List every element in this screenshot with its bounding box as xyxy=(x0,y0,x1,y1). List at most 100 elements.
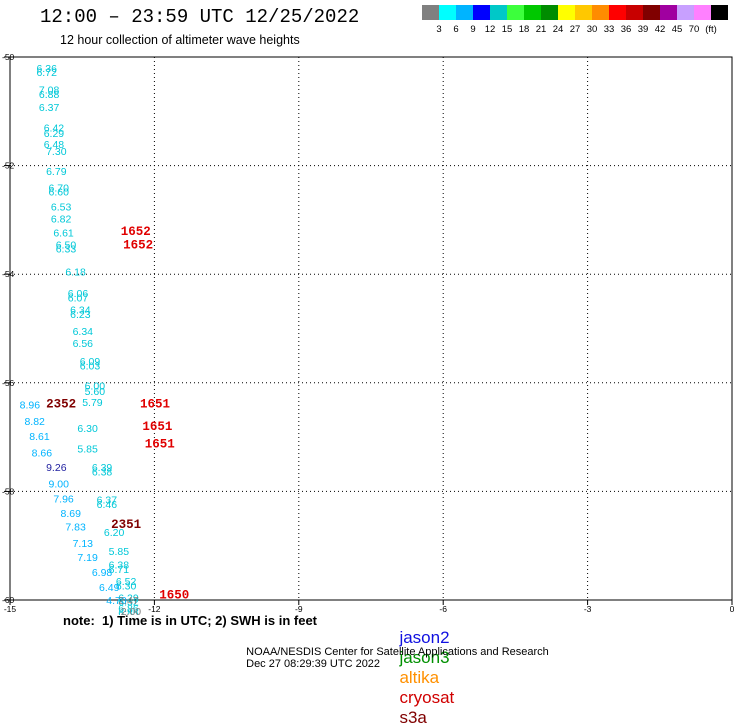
data-point-label: 7.30 xyxy=(46,146,67,158)
colorbar-label: 39 xyxy=(638,24,649,35)
data-point-label: 6.53 xyxy=(51,201,72,213)
x-tick-label: -6 xyxy=(439,604,447,614)
data-point-label: 9.00 xyxy=(49,478,70,490)
y-tick-label: -52 xyxy=(2,161,15,171)
chart-subtitle: 12 hour collection of altimeter wave hei… xyxy=(60,33,300,47)
colorbar-swatch xyxy=(473,5,490,20)
legend-s3a: s3a xyxy=(399,708,427,727)
data-point-label: 6.37 xyxy=(39,102,60,114)
x-tick-label: -15 xyxy=(4,604,17,614)
data-point-label: 6.61 xyxy=(53,227,74,239)
colorbar-label: (ft) xyxy=(705,24,717,35)
legend-cryosat: cryosat xyxy=(399,688,455,707)
data-point-label: 6.34 xyxy=(73,326,94,338)
colorbar-swatch xyxy=(575,5,592,20)
data-point-label: 6.36 xyxy=(36,63,57,75)
colorbar-label: 18 xyxy=(519,24,530,35)
data-point-label: 6.85 xyxy=(118,607,139,615)
colorbar-swatch xyxy=(643,5,660,20)
data-point-label: 6.38 xyxy=(109,560,130,572)
data-point-label: 6.09 xyxy=(80,356,101,368)
data-point-label: 8.96 xyxy=(20,400,41,412)
colorbar-swatch xyxy=(592,5,609,20)
data-point-label: 6.88 xyxy=(39,89,60,101)
colorbar-label: 6 xyxy=(453,24,458,35)
data-point-label: 6.56 xyxy=(73,338,94,350)
colorbar-label: 9 xyxy=(470,24,475,35)
x-tick-label: -12 xyxy=(148,604,161,614)
colorbar-label: 42 xyxy=(655,24,666,35)
data-point-label: 7.19 xyxy=(77,552,98,564)
colorbar-swatch xyxy=(490,5,507,20)
y-tick-label: -56 xyxy=(2,378,15,388)
colorbar-swatch xyxy=(507,5,524,20)
x-tick-label: -9 xyxy=(295,604,303,614)
data-point-label: 8.66 xyxy=(32,447,53,459)
data-point-label: 1651 xyxy=(140,397,170,411)
data-point-label: 6.33 xyxy=(56,244,77,256)
data-point-label: 9.26 xyxy=(46,462,67,474)
data-point-label: 7.13 xyxy=(73,538,94,550)
data-point-label: 6.48 xyxy=(44,139,65,151)
colorbar-swatch xyxy=(711,5,728,20)
data-point-label: 6.34 xyxy=(70,304,91,316)
data-point-label: 6.60 xyxy=(49,187,70,199)
data-point-label: 2352 xyxy=(46,397,76,411)
colorbar-swatch xyxy=(694,5,711,20)
data-point-label: 6.50 xyxy=(56,239,77,251)
legend-altika: altika xyxy=(399,668,440,687)
data-point-label: 6.98 xyxy=(92,567,113,579)
data-point-label: 5.85 xyxy=(77,444,98,456)
data-point-label: 8.69 xyxy=(61,508,82,520)
data-point-label: 5.79 xyxy=(82,397,103,409)
data-point-label: 6.70 xyxy=(49,182,70,194)
data-point-label: 6.29 xyxy=(44,128,65,140)
data-point-label: 7.83 xyxy=(65,522,86,534)
data-point-label: 6.52 xyxy=(116,576,137,588)
data-point-label: 6.18 xyxy=(65,266,86,278)
colorbar-label: 30 xyxy=(587,24,598,35)
colorbar-swatch xyxy=(524,5,541,20)
y-tick-label: -58 xyxy=(2,486,15,496)
data-point-label: 2.00 xyxy=(121,606,142,615)
data-point-label: 8.82 xyxy=(24,416,45,428)
data-point-label: 5.85 xyxy=(109,546,130,558)
colorbar-swatch xyxy=(558,5,575,20)
data-point-label: 6.00 xyxy=(85,381,106,393)
colorbar-swatch xyxy=(677,5,694,20)
plot-frame xyxy=(9,56,733,601)
colorbar-label: 3 xyxy=(436,24,441,35)
data-point-label: 2.47 xyxy=(118,595,139,607)
colorbar-swatch xyxy=(660,5,677,20)
data-point-label: 1650 xyxy=(159,589,189,603)
data-point-label: 6.23 xyxy=(70,309,91,321)
credit-text: NOAA/NESDIS Center for Satellite Applica… xyxy=(246,646,549,658)
colorbar-label: 33 xyxy=(604,24,615,35)
data-point-label: 6.07 xyxy=(68,293,89,305)
data-point-label: 6.32 xyxy=(118,597,139,609)
colorbar-label: 36 xyxy=(621,24,632,35)
y-tick-label: -54 xyxy=(2,269,15,279)
colorbar-label: 45 xyxy=(672,24,683,35)
colorbar-label: 12 xyxy=(485,24,496,35)
data-point-label: 6.30 xyxy=(77,423,98,435)
data-point-label: 6.46 xyxy=(97,499,118,511)
data-point-label: 6.03 xyxy=(80,360,101,372)
data-point-label: 6.30 xyxy=(116,580,137,592)
chart-title: 12:00 – 23:59 UTC 12/25/2022 xyxy=(40,6,360,28)
colorbar-swatch xyxy=(626,5,643,20)
data-point-label: 1651 xyxy=(145,438,175,452)
y-tick-label: -50 xyxy=(2,52,15,62)
data-point-label: 1651 xyxy=(142,420,172,434)
data-point-label: 6.38 xyxy=(92,466,113,478)
data-point-label: 7.08 xyxy=(39,85,60,97)
data-point-label: 5.60 xyxy=(85,386,106,398)
data-point-label: 6.72 xyxy=(36,67,57,79)
data-point-label: 6.79 xyxy=(46,166,67,178)
x-tick-label: -3 xyxy=(584,604,592,614)
data-point-label: 8.61 xyxy=(29,431,50,443)
data-point-label: 6.29 xyxy=(118,592,139,604)
data-point-label: 2351 xyxy=(111,518,141,532)
units-note: note: 1) Time is in UTC; 2) SWH is in fe… xyxy=(63,613,318,628)
data-point-label: 6.71 xyxy=(109,564,130,576)
